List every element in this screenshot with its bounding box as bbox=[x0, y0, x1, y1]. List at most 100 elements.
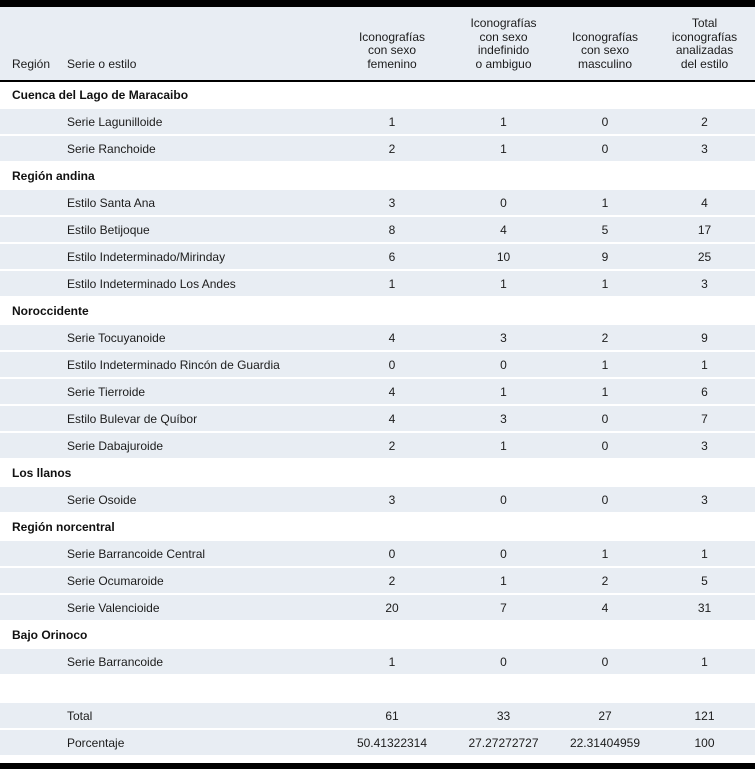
value-cell: 1 bbox=[451, 433, 556, 460]
value-cell: 7 bbox=[451, 595, 556, 622]
table-row: Estilo Indeterminado Los Andes 1 1 1 3 bbox=[0, 271, 755, 298]
region-empty-cell bbox=[0, 487, 65, 514]
value-cell: 0 bbox=[556, 406, 654, 433]
value-cell: 3 bbox=[333, 190, 451, 217]
value-cell: 2 bbox=[333, 433, 451, 460]
value-cell: 1 bbox=[654, 352, 755, 379]
region-row: Bajo Orinoco bbox=[0, 622, 755, 649]
region-empty-cell bbox=[0, 730, 65, 757]
value-cell: 4 bbox=[556, 595, 654, 622]
value-cell: 0 bbox=[451, 352, 556, 379]
value-cell: 0 bbox=[556, 433, 654, 460]
region-row: Los llanos bbox=[0, 460, 755, 487]
value-cell: 1 bbox=[556, 379, 654, 406]
table-row: Serie Ranchoide 2 1 0 3 bbox=[0, 136, 755, 163]
region-label: Bajo Orinoco bbox=[0, 622, 755, 649]
value-cell: 0 bbox=[451, 649, 556, 676]
col-header-total: Total iconografías analizadas del estilo bbox=[654, 7, 755, 82]
table-row: Serie Tocuyanoide 4 3 2 9 bbox=[0, 325, 755, 352]
value-cell: 4 bbox=[333, 379, 451, 406]
value-cell: 33 bbox=[451, 703, 556, 730]
value-cell: 27 bbox=[556, 703, 654, 730]
style-label: Serie Osoide bbox=[65, 487, 333, 514]
style-label: Estilo Santa Ana bbox=[65, 190, 333, 217]
value-cell: 2 bbox=[556, 325, 654, 352]
style-label: Estilo Indeterminado Rincón de Guardia bbox=[65, 352, 333, 379]
table-row: Serie Lagunilloide 1 1 0 2 bbox=[0, 109, 755, 136]
style-label: Serie Barrancoide bbox=[65, 649, 333, 676]
style-label: Porcentaje bbox=[65, 730, 333, 757]
value-cell: 7 bbox=[654, 406, 755, 433]
value-cell: 1 bbox=[654, 649, 755, 676]
value-cell: 0 bbox=[451, 541, 556, 568]
table-body: Cuenca del Lago de Maracaibo Serie Laguni… bbox=[0, 82, 755, 757]
value-cell: 121 bbox=[654, 703, 755, 730]
table-row: Serie Barrancoide 1 0 0 1 bbox=[0, 649, 755, 676]
region-empty-cell bbox=[0, 271, 65, 298]
value-cell: 4 bbox=[451, 217, 556, 244]
table-row: Estilo Indeterminado/Mirinday 6 10 9 25 bbox=[0, 244, 755, 271]
style-label: Serie Tierroide bbox=[65, 379, 333, 406]
value-cell: 2 bbox=[556, 568, 654, 595]
value-cell: 1 bbox=[556, 271, 654, 298]
region-row: Noroccidente bbox=[0, 298, 755, 325]
table-row: Estilo Santa Ana 3 0 1 4 bbox=[0, 190, 755, 217]
table-row: Estilo Indeterminado Rincón de Guardia 0 0… bbox=[0, 352, 755, 379]
bottom-rule bbox=[0, 763, 755, 769]
region-row: Región andina bbox=[0, 163, 755, 190]
value-cell: 2 bbox=[333, 568, 451, 595]
value-cell: 1 bbox=[654, 541, 755, 568]
region-label: Los llanos bbox=[0, 460, 755, 487]
value-cell: 0 bbox=[556, 487, 654, 514]
region-empty-cell bbox=[0, 703, 65, 730]
region-empty-cell bbox=[0, 109, 65, 136]
value-cell: 27.27272727 bbox=[451, 730, 556, 757]
header-row: Región Serie o estilo Iconografías con s… bbox=[0, 7, 755, 82]
value-cell: 20 bbox=[333, 595, 451, 622]
style-label: Serie Ranchoide bbox=[65, 136, 333, 163]
style-label: Serie Ocumaroide bbox=[65, 568, 333, 595]
value-cell: 50.41322314 bbox=[333, 730, 451, 757]
value-cell: 3 bbox=[451, 325, 556, 352]
table-row: Estilo Bulevar de Quíbor 4 3 0 7 bbox=[0, 406, 755, 433]
table-row: Serie Tierroide 4 1 1 6 bbox=[0, 379, 755, 406]
value-cell: 1 bbox=[556, 190, 654, 217]
value-cell: 3 bbox=[654, 136, 755, 163]
value-cell: 3 bbox=[333, 487, 451, 514]
value-cell: 31 bbox=[654, 595, 755, 622]
value-cell: 2 bbox=[333, 136, 451, 163]
value-cell: 1 bbox=[333, 109, 451, 136]
value-cell: 0 bbox=[451, 487, 556, 514]
region-row: Cuenca del Lago de Maracaibo bbox=[0, 82, 755, 109]
value-cell: 3 bbox=[654, 271, 755, 298]
value-cell: 1 bbox=[451, 109, 556, 136]
col-header-sexo-masculino: Iconografías con sexo masculino bbox=[556, 7, 654, 82]
table-row: Estilo Betijoque 8 4 5 17 bbox=[0, 217, 755, 244]
style-label: Estilo Indeterminado/Mirinday bbox=[65, 244, 333, 271]
table-row: Serie Osoide 3 0 0 3 bbox=[0, 487, 755, 514]
value-cell: 0 bbox=[556, 109, 654, 136]
value-cell: 1 bbox=[333, 649, 451, 676]
region-empty-cell bbox=[0, 136, 65, 163]
col-header-sexo-indefinido: Iconografías con sexo indefinido o ambig… bbox=[451, 7, 556, 82]
value-cell: 0 bbox=[333, 352, 451, 379]
value-cell: 61 bbox=[333, 703, 451, 730]
value-cell: 3 bbox=[451, 406, 556, 433]
value-cell: 0 bbox=[333, 541, 451, 568]
value-cell: 0 bbox=[556, 649, 654, 676]
value-cell: 10 bbox=[451, 244, 556, 271]
style-label: Serie Barrancoide Central bbox=[65, 541, 333, 568]
region-row: Región norcentral bbox=[0, 514, 755, 541]
summary-row: Total 61 33 27 121 bbox=[0, 703, 755, 730]
region-label: Noroccidente bbox=[0, 298, 755, 325]
style-label: Estilo Bulevar de Quíbor bbox=[65, 406, 333, 433]
region-empty-cell bbox=[0, 379, 65, 406]
style-label: Total bbox=[65, 703, 333, 730]
region-empty-cell bbox=[0, 325, 65, 352]
region-empty-cell bbox=[0, 433, 65, 460]
region-label: Región norcentral bbox=[0, 514, 755, 541]
spacer-cell bbox=[0, 676, 755, 703]
col-header-region: Región bbox=[0, 7, 65, 82]
style-label: Serie Tocuyanoide bbox=[65, 325, 333, 352]
